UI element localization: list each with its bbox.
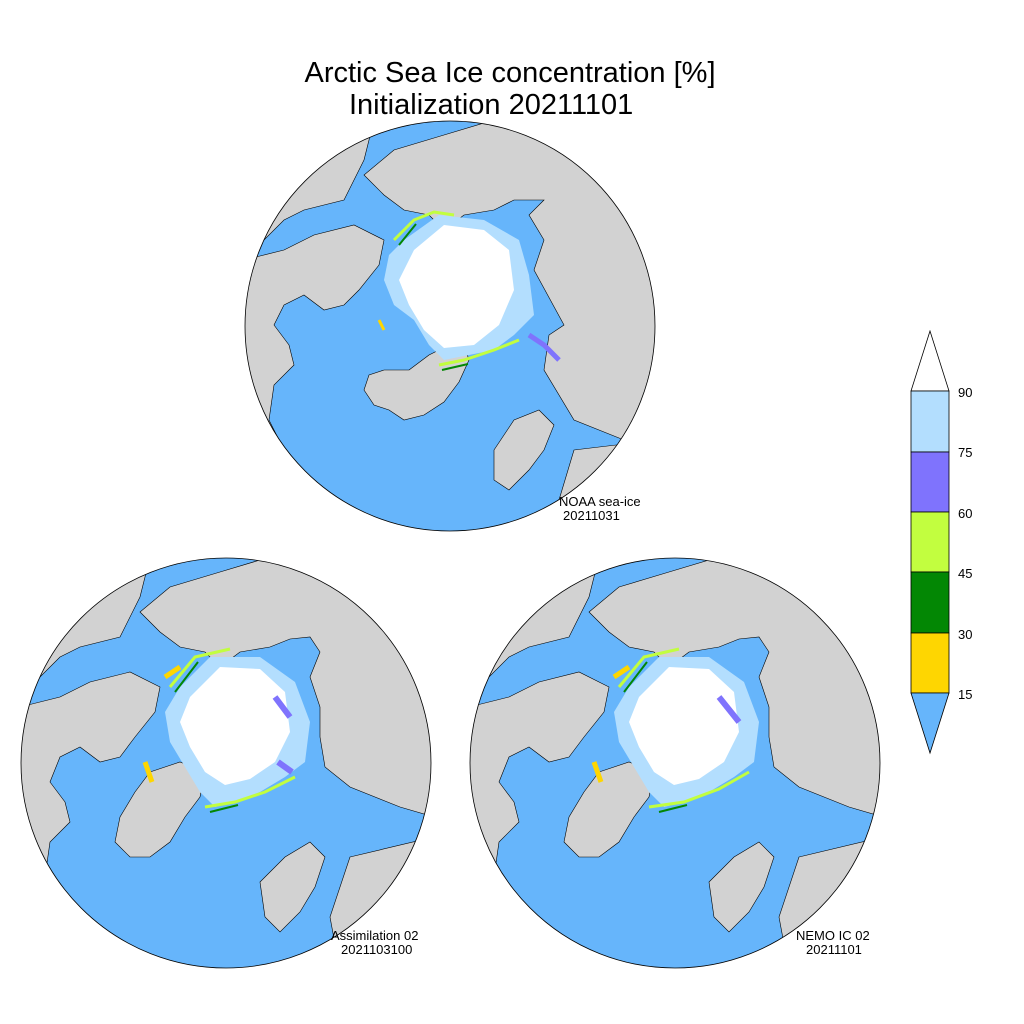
map-title: Arctic Sea Ice concentration [%] <box>304 57 716 89</box>
panel-label-noaa: NOAA sea-ice 20211031 <box>559 495 641 523</box>
map-panel-noaa <box>244 120 658 534</box>
legend-band-30-45 <box>910 571 950 634</box>
legend-tick-75: 75 <box>958 445 973 460</box>
ice-edge-60-75 <box>716 695 742 724</box>
legend-band-75-90 <box>910 390 950 453</box>
legend-tick-15: 15 <box>958 687 973 702</box>
map-border <box>469 557 881 969</box>
polar-map-noaa <box>244 120 656 532</box>
ice-90-100 <box>399 225 514 348</box>
colorbar-legend <box>910 330 950 755</box>
ice-edge-30-45 <box>398 223 469 371</box>
panel-label-source: NEMO IC 02 <box>796 928 870 943</box>
legend-arrow-top <box>910 330 950 392</box>
ice-edge-45-60 <box>617 647 750 809</box>
ice-edge-30-45 <box>623 661 688 813</box>
legend-band-15-30 <box>910 632 950 694</box>
land-siberia <box>139 558 431 818</box>
ice-edge-15-30 <box>377 319 386 331</box>
polar-map-assimilation <box>20 557 432 969</box>
legend-band-45-60 <box>910 511 950 573</box>
ice-edge-60-75 <box>272 695 294 775</box>
map-border <box>244 120 656 532</box>
map-border <box>20 557 432 969</box>
ice-edge-15-30 <box>591 664 631 783</box>
legend-tick-90: 90 <box>958 385 973 400</box>
ice-edge-45-60 <box>392 210 520 367</box>
ice-90-100 <box>180 667 290 785</box>
map-panel-assimilation <box>20 557 434 971</box>
map-subtitle: Initialization 20211101 <box>349 89 634 121</box>
land-siberia <box>363 121 655 451</box>
ice-edge-30-45 <box>174 661 239 813</box>
ice-edge-60-75 <box>527 332 561 362</box>
panel-label-date: 20211101 <box>806 942 862 957</box>
panel-label-nemo: NEMO IC 02 20211101 <box>796 929 870 957</box>
ice-edge-45-60 <box>168 647 296 809</box>
panel-label-source: Assimilation 02 <box>331 928 419 943</box>
legend-band-60-75 <box>910 451 950 513</box>
ice-edge-15-30 <box>142 664 182 783</box>
panel-label-date: 2021103100 <box>341 942 413 957</box>
legend-tick-30: 30 <box>958 627 973 642</box>
panel-label-source: NOAA sea-ice <box>559 494 641 509</box>
land-siberia <box>588 558 880 818</box>
panel-label-assimilation: Assimilation 02 2021103100 <box>331 929 418 957</box>
map-panel-nemo <box>469 557 883 971</box>
polar-map-nemo <box>469 557 881 969</box>
legend-arrow-bottom <box>910 692 950 755</box>
legend-tick-45: 45 <box>958 566 973 581</box>
legend-tick-60: 60 <box>958 506 973 521</box>
panel-label-date: 20211031 <box>563 508 620 523</box>
ice-90-100 <box>629 667 739 785</box>
